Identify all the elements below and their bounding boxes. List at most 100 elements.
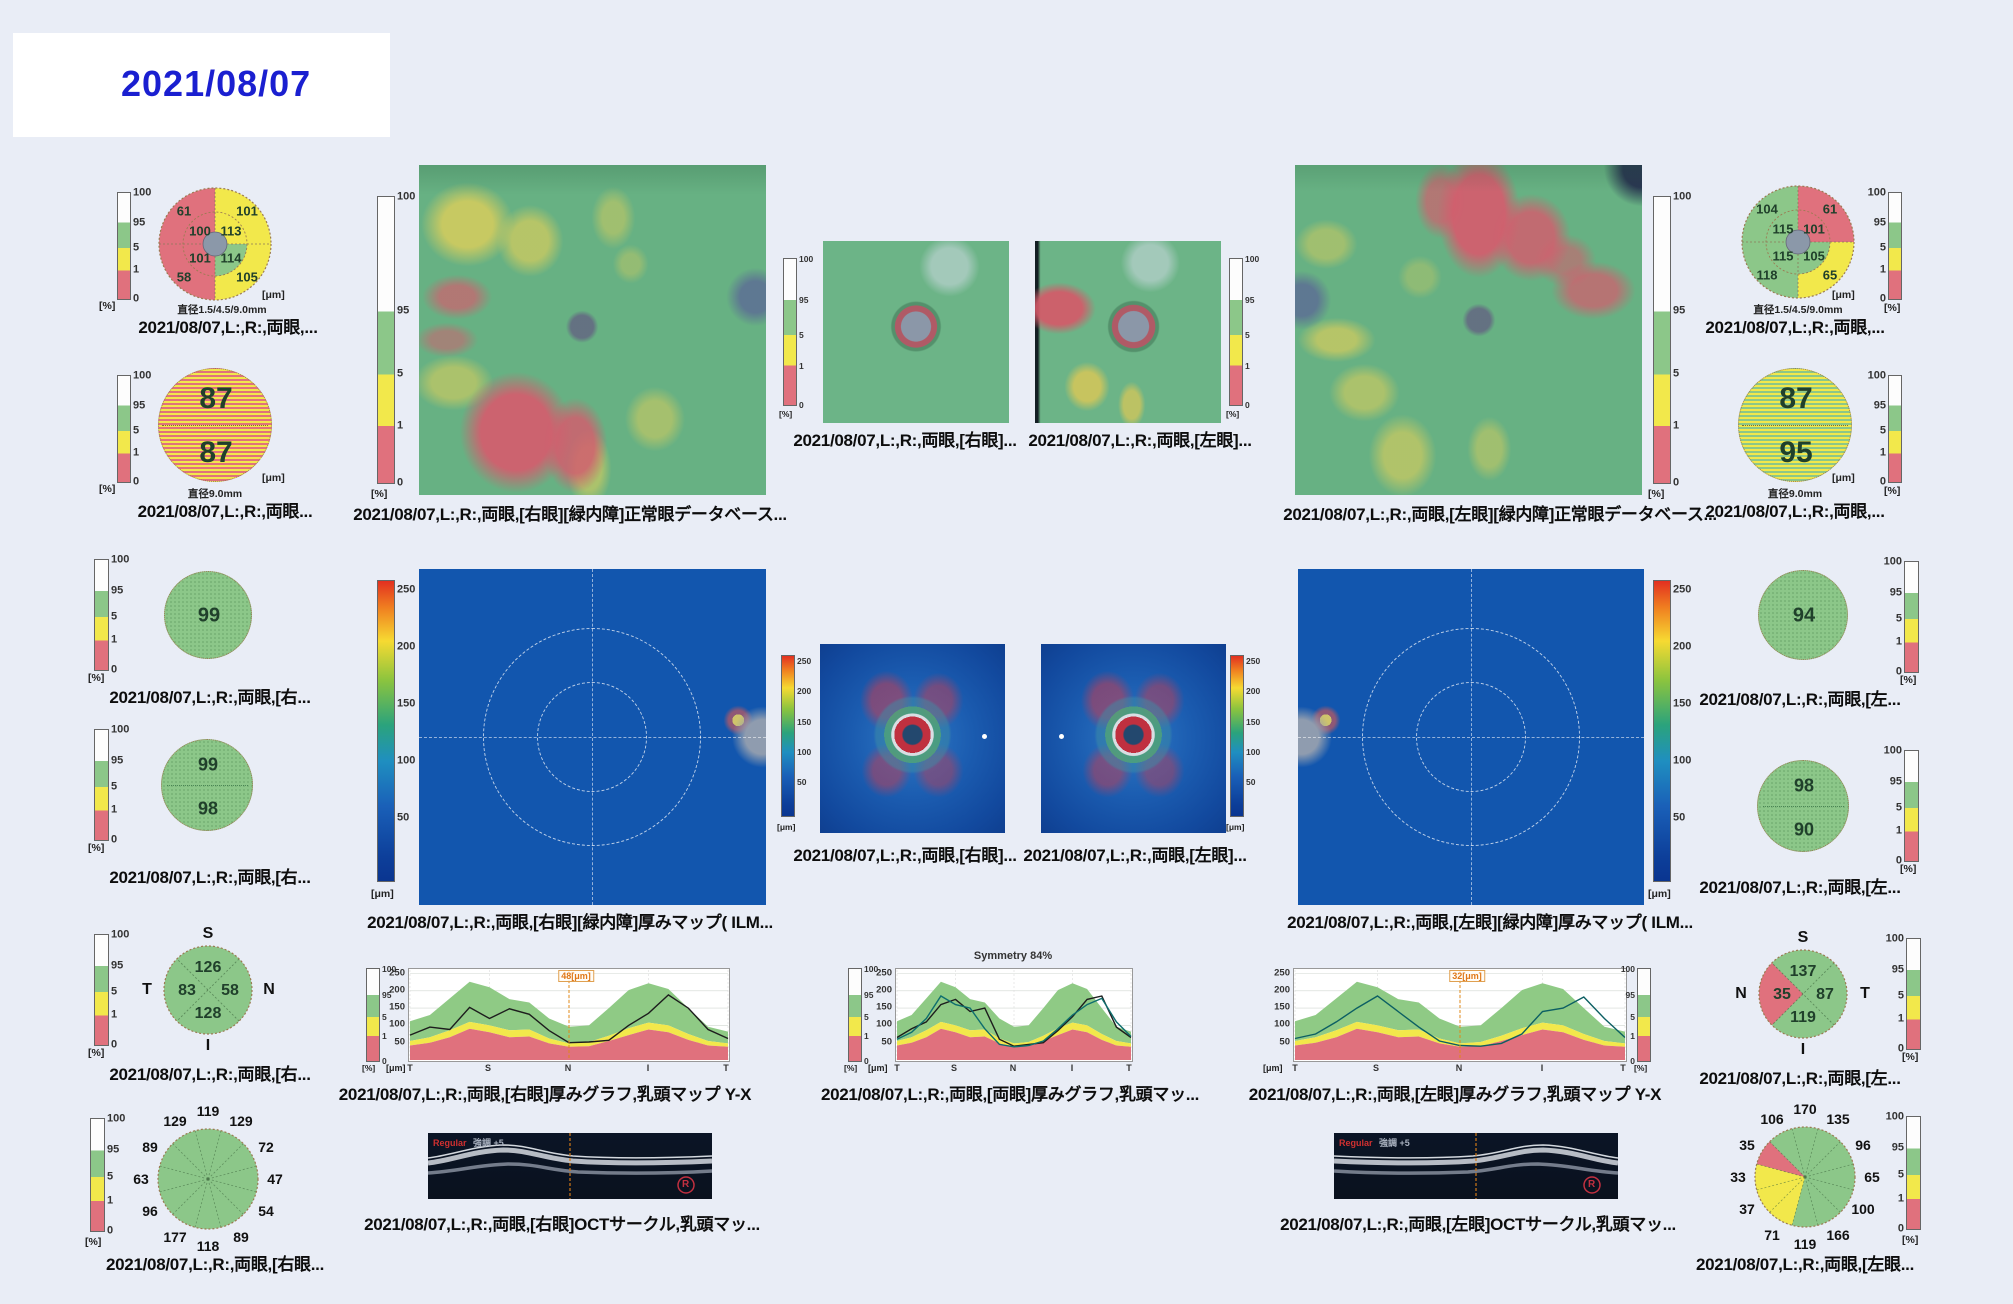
od-quadrant-superior: 126 xyxy=(194,959,222,976)
os-graph-caption: 2021/08/07,L:,R:,両眼,[左眼]厚みグラフ,乳頭マップ Y-X xyxy=(1248,1085,1662,1104)
od-grid-outer-tl: 61 xyxy=(176,203,192,219)
os-graph-y50: 50 xyxy=(1279,1036,1290,1048)
ou-tsnit-plot xyxy=(895,968,1133,1062)
os-single-caption: 2021/08/07,L:,R:,両眼,[左... xyxy=(1699,690,1901,709)
od-graph-y50: 50 xyxy=(394,1036,405,1048)
od-oct-circle-scan: Regular 強調 +5 R xyxy=(427,1133,713,1199)
od-grid-inner-tr: 113 xyxy=(220,223,242,239)
os-halves-diameter-label: 直径9.0mm xyxy=(1767,488,1823,500)
os-clock-circle xyxy=(1754,1126,1856,1228)
od-sector-grid-rings xyxy=(158,187,272,301)
os-oct-enhance-label: 強調 +5 xyxy=(1379,1138,1410,1148)
od-graph-y250: 250 xyxy=(389,967,405,979)
od-tsnit-plot xyxy=(408,968,730,1062)
od-disc-percent-scale: 100 95 5 1 0 xyxy=(783,255,813,409)
micron-unit-label: [μm] xyxy=(1226,822,1245,832)
od-quadrant-nasal: 58 xyxy=(221,982,239,999)
os-xtick-t1: T xyxy=(1292,1063,1298,1073)
os-total-percentile-chart: 94 xyxy=(1758,570,1848,660)
percent-unit-label: [%] xyxy=(1634,1063,1648,1073)
micron-unit-label: [μm] xyxy=(1263,1063,1283,1073)
ou-xtick-s: S xyxy=(950,1063,958,1073)
os-clock-3: 65 xyxy=(1864,1169,1880,1185)
od-quadrant-letter-n: N xyxy=(263,981,275,998)
os-graph-y200: 200 xyxy=(1274,984,1290,996)
os-grid-outer-tl: 104 xyxy=(1756,201,1778,217)
od-sector-grid-chart: 100 113 101 114 61 101 58 105 xyxy=(157,186,273,302)
os-grid-caption: 2021/08/07,L:,R:,両眼,... xyxy=(1705,318,1885,337)
ou-graph-y100: 100 xyxy=(876,1018,892,1030)
od-oct-overlay: Regular 強調 +5 xyxy=(433,1136,504,1149)
od-hemisphere-top: 99 xyxy=(197,754,219,775)
os-xtick-n: N xyxy=(1455,1063,1463,1073)
od-oct-enhance-label: 強調 +5 xyxy=(473,1138,504,1148)
ou-graph-y50: 50 xyxy=(881,1036,892,1048)
od-quadrant-percent-scale: 100 95 5 1 0 xyxy=(94,929,129,1050)
os-disc-thickness-scale: 250 200 150 100 50 xyxy=(1230,655,1260,817)
micron-unit-label: [μm] xyxy=(262,289,285,301)
os-hemisphere-top: 98 xyxy=(1793,775,1815,796)
od-graph-caption: 2021/08/07,L:,R:,両眼,[右眼]厚みグラフ,乳頭マップ Y-X xyxy=(338,1085,752,1104)
os-clock-2: 96 xyxy=(1855,1137,1871,1153)
os-clock-10: 35 xyxy=(1739,1137,1755,1153)
od-clock-4: 54 xyxy=(258,1203,274,1219)
od-quadrant-letter-t: T xyxy=(142,981,152,998)
os-grid-outer-br: 65 xyxy=(1822,267,1838,283)
od-clock-8: 96 xyxy=(142,1203,158,1219)
os-graph-y250: 250 xyxy=(1274,967,1290,979)
os-graph-marker: 32[μm] xyxy=(1449,970,1485,982)
od-rnfl-caption: 2021/08/07,L:,R:,両眼,[右眼][緑内障]正常眼データベース..… xyxy=(353,505,787,524)
os-oct-circle-scan: Regular 強調 +5 R xyxy=(1333,1133,1619,1199)
os-oct-mode-label: Regular xyxy=(1339,1138,1373,1148)
os-quadrant-inferior: 119 xyxy=(1790,1009,1816,1026)
od-disc-thickness-scale: 250 200 150 100 50 xyxy=(781,655,811,817)
os-thickness-map xyxy=(1298,569,1644,905)
od-graph-percent-scale: 100 95 5 1 0 xyxy=(366,965,396,1065)
percent-unit-label: [%] xyxy=(1902,1234,1919,1246)
os-quadrant-nasal: 35 xyxy=(1773,986,1791,1003)
percent-unit-label: [%] xyxy=(1900,863,1917,875)
od-clock-7: 177 xyxy=(163,1229,187,1245)
os-halves-bottom-value: 95 xyxy=(1779,436,1813,469)
od-single-caption: 2021/08/07,L:,R:,両眼,[右... xyxy=(109,688,311,707)
symmetry-title: Symmetry 84% xyxy=(973,950,1053,962)
od-disc-caption: 2021/08/07,L:,R:,両眼,[右眼]... xyxy=(793,431,1017,450)
micron-unit-label: [μm] xyxy=(1832,472,1855,484)
os-grid-inner-bl: 115 xyxy=(1772,248,1794,264)
od-grid-outer-tr: 101 xyxy=(236,203,258,219)
od-quadrant-chart: S T N I 126 83 58 128 xyxy=(142,925,275,1054)
micron-unit-label: [μm] xyxy=(262,472,285,484)
od-halves-top-value: 87 xyxy=(199,382,233,415)
os-disc-caption: 2021/08/07,L:,R:,両眼,[左眼]... xyxy=(1028,431,1252,450)
os-clock-4: 100 xyxy=(1851,1201,1875,1217)
percent-unit-label: [%] xyxy=(1902,1051,1919,1063)
os-grid-inner-tl: 115 xyxy=(1772,221,1794,237)
percent-unit-label: [%] xyxy=(362,1063,376,1073)
od-grid-inner-bl: 101 xyxy=(189,250,211,266)
micron-unit-label: [μm] xyxy=(868,1063,888,1073)
percent-unit-label: [%] xyxy=(779,409,793,419)
od-xtick-n: N xyxy=(564,1063,572,1073)
od-hemisphere-bottom: 98 xyxy=(197,798,219,819)
os-clock-9: 33 xyxy=(1730,1169,1746,1185)
od-quadrant-caption: 2021/08/07,L:,R:,両眼,[右... xyxy=(109,1065,311,1084)
os-split-caption: 2021/08/07,L:,R:,両眼,[左... xyxy=(1699,878,1901,897)
od-oct-caption: 2021/08/07,L:,R:,両眼,[右眼]OCTサークル,乳頭マッ... xyxy=(364,1215,760,1234)
os-rnfl-caption: 2021/08/07,L:,R:,両眼,[左眼][緑内障]正常眼データベース..… xyxy=(1283,505,1717,524)
od-rnfl-percent-scale: 100 95 5 1 0 xyxy=(377,191,415,488)
os-graph-y150: 150 xyxy=(1274,1001,1290,1013)
od-graph-y100: 100 xyxy=(389,1018,405,1030)
micron-unit-label: [μm] xyxy=(1832,289,1855,301)
od-oct-watermark: R xyxy=(682,1179,690,1190)
os-hemisphere-bottom: 90 xyxy=(1793,819,1815,840)
od-clock-chart: 119 129 72 47 54 89 118 177 96 63 89 129 xyxy=(133,1103,283,1254)
od-xtick-t1: T xyxy=(407,1063,413,1073)
od-clock-12: 119 xyxy=(196,1103,220,1119)
os-halves-chart: 87 95 xyxy=(1738,368,1852,482)
od-clock-11: 129 xyxy=(163,1113,187,1129)
od-quadrant-letter-i: I xyxy=(205,1037,211,1054)
os-clock-11: 106 xyxy=(1760,1111,1784,1127)
os-disc-thickness-caption: 2021/08/07,L:,R:,両眼,[左眼]... xyxy=(1023,846,1247,865)
os-clock-12: 170 xyxy=(1793,1101,1817,1117)
